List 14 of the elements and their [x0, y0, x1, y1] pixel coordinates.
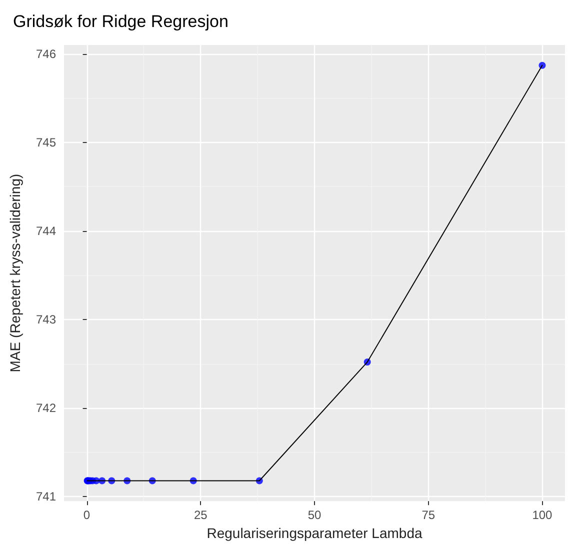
y-tick-label: 742 [36, 401, 56, 416]
x-tick-label: 100 [532, 508, 553, 522]
x-tick-label: 75 [422, 508, 436, 522]
x-tick-label: 50 [308, 508, 322, 522]
chart-title: Gridsøk for Ridge Regresjon [13, 12, 228, 31]
y-tick-label: 741 [36, 490, 56, 504]
y-tick-label: 744 [36, 224, 56, 238]
y-tick-label: 745 [36, 135, 56, 150]
x-tick-label: 25 [194, 508, 208, 522]
x-tick-label: 0 [83, 508, 90, 522]
y-tick-label: 743 [36, 312, 56, 327]
x-axis-title: Regulariseringsparameter Lambda [206, 525, 422, 541]
y-tick-label: 746 [36, 46, 56, 61]
y-axis-title: MAE (Repetert kryss-validering) [7, 174, 23, 372]
